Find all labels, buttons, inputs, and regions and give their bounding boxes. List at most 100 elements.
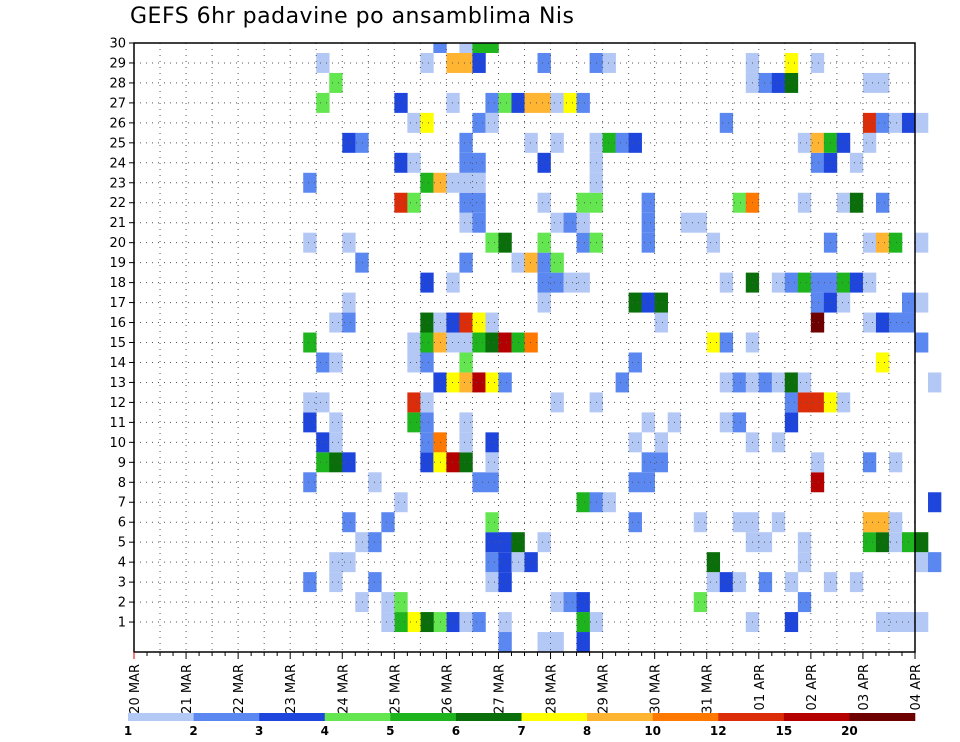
heatmap-cell — [472, 312, 486, 333]
heatmap-cell — [485, 92, 499, 113]
heatmap-cell — [576, 612, 590, 633]
heatmap-cell — [303, 172, 317, 193]
heatmap-cell — [576, 272, 590, 293]
heatmap-cell — [784, 572, 799, 593]
heatmap-cell — [485, 572, 499, 593]
heatmap-cell — [771, 512, 786, 533]
heatmap-cell — [849, 192, 864, 213]
heatmap-cell — [407, 392, 421, 413]
heatmap-cell — [446, 52, 460, 73]
heatmap-cell — [485, 312, 499, 333]
heatmap-cell — [420, 612, 434, 633]
heatmap-cell — [550, 132, 564, 153]
heatmap-cell — [862, 232, 877, 253]
heatmap-cell — [888, 512, 903, 533]
heatmap-cell — [485, 432, 499, 453]
heatmap-cell — [316, 352, 330, 373]
heatmap-cell — [485, 512, 499, 533]
heatmap-cell — [550, 252, 564, 273]
heatmap-cell — [420, 52, 434, 73]
colorbar-label: 4 — [321, 724, 329, 738]
heatmap-cell — [459, 312, 473, 333]
heatmap-cell — [836, 132, 851, 153]
heatmap-cell — [420, 112, 434, 133]
y-tick-label: 19 — [109, 256, 126, 271]
y-tick-label: 29 — [109, 56, 126, 71]
heatmap-cell — [888, 232, 903, 253]
heatmap-cell — [459, 252, 473, 273]
heatmap-cell — [498, 532, 512, 553]
heatmap-cell — [342, 312, 356, 333]
heatmap-cell — [928, 492, 942, 513]
y-tick-label: 11 — [109, 416, 126, 431]
heatmap-cell — [420, 352, 434, 373]
heatmap-cell — [628, 432, 642, 453]
heatmap-cell — [485, 552, 499, 573]
heatmap-cell — [706, 572, 721, 593]
heatmap-cell — [446, 92, 460, 113]
x-tick-label: 01 APR — [753, 664, 768, 710]
heatmap-cell — [719, 272, 734, 293]
heatmap-cell — [771, 372, 786, 393]
heatmap-cell — [732, 192, 747, 213]
heatmap-cell — [797, 272, 812, 293]
heatmap-cell — [459, 332, 473, 353]
heatmap-cell — [576, 92, 590, 113]
y-tick-label: 5 — [118, 536, 126, 551]
heatmap-cell — [641, 412, 655, 433]
heatmap-cell — [862, 132, 877, 153]
heatmap-cell — [459, 192, 473, 213]
heatmap-cell — [784, 52, 799, 73]
heatmap-cell — [654, 292, 668, 313]
heatmap-cell — [862, 112, 877, 133]
heatmap-cell — [810, 52, 825, 73]
chart-title: GEFS 6hr padavine po ansamblima Nis — [130, 4, 575, 29]
heatmap-cell — [888, 532, 903, 553]
heatmap-cell — [459, 412, 473, 433]
heatmap-cell — [784, 272, 799, 293]
heatmap-cell — [498, 92, 512, 113]
heatmap-cell — [420, 432, 434, 453]
x-tick-label: 21 MAR — [180, 664, 195, 714]
heatmap-cell — [537, 92, 551, 113]
heatmap-cell — [888, 112, 903, 133]
heatmap-cell — [537, 152, 551, 173]
heatmap-cell — [472, 152, 486, 173]
heatmap-cell — [355, 132, 369, 153]
x-tick-label: 02 APR — [805, 664, 820, 710]
heatmap-cell — [576, 232, 590, 253]
x-tick-label: 31 MAR — [701, 664, 716, 714]
heatmap-cell — [641, 452, 655, 473]
heatmap-cell — [784, 372, 799, 393]
heatmap-cell — [472, 472, 486, 493]
colorbar-swatch — [259, 713, 326, 721]
heatmap-cell — [602, 492, 616, 513]
heatmap-cell — [433, 43, 447, 53]
heatmap-cell — [563, 592, 577, 613]
heatmap-cell — [459, 612, 473, 633]
heatmap-cell — [797, 132, 812, 153]
heatmap-cell — [849, 572, 864, 593]
y-tick-label: 7 — [118, 496, 126, 511]
heatmap-cell — [810, 132, 825, 153]
heatmap-cell — [342, 512, 356, 533]
y-tick-label: 6 — [118, 516, 126, 531]
heatmap-cell — [836, 292, 851, 313]
heatmap-cell — [381, 512, 395, 533]
heatmap-cell — [329, 452, 343, 473]
heatmap-cell — [628, 352, 642, 373]
heatmap-cell — [524, 132, 538, 153]
heatmap-cell — [719, 112, 734, 133]
y-tick-label: 16 — [109, 316, 126, 331]
heatmap-cell — [810, 452, 825, 473]
heatmap-cell — [693, 592, 708, 613]
y-tick-label: 27 — [109, 96, 126, 111]
heatmap-cell — [407, 412, 421, 433]
y-tick-label: 3 — [118, 576, 126, 591]
heatmap-cell — [472, 192, 486, 213]
colorbar-label: 2 — [189, 724, 197, 738]
y-tick-label: 1 — [118, 616, 126, 631]
heatmap-cell — [407, 152, 421, 173]
heatmap-cell — [329, 552, 343, 573]
heatmap-cell — [498, 612, 512, 633]
